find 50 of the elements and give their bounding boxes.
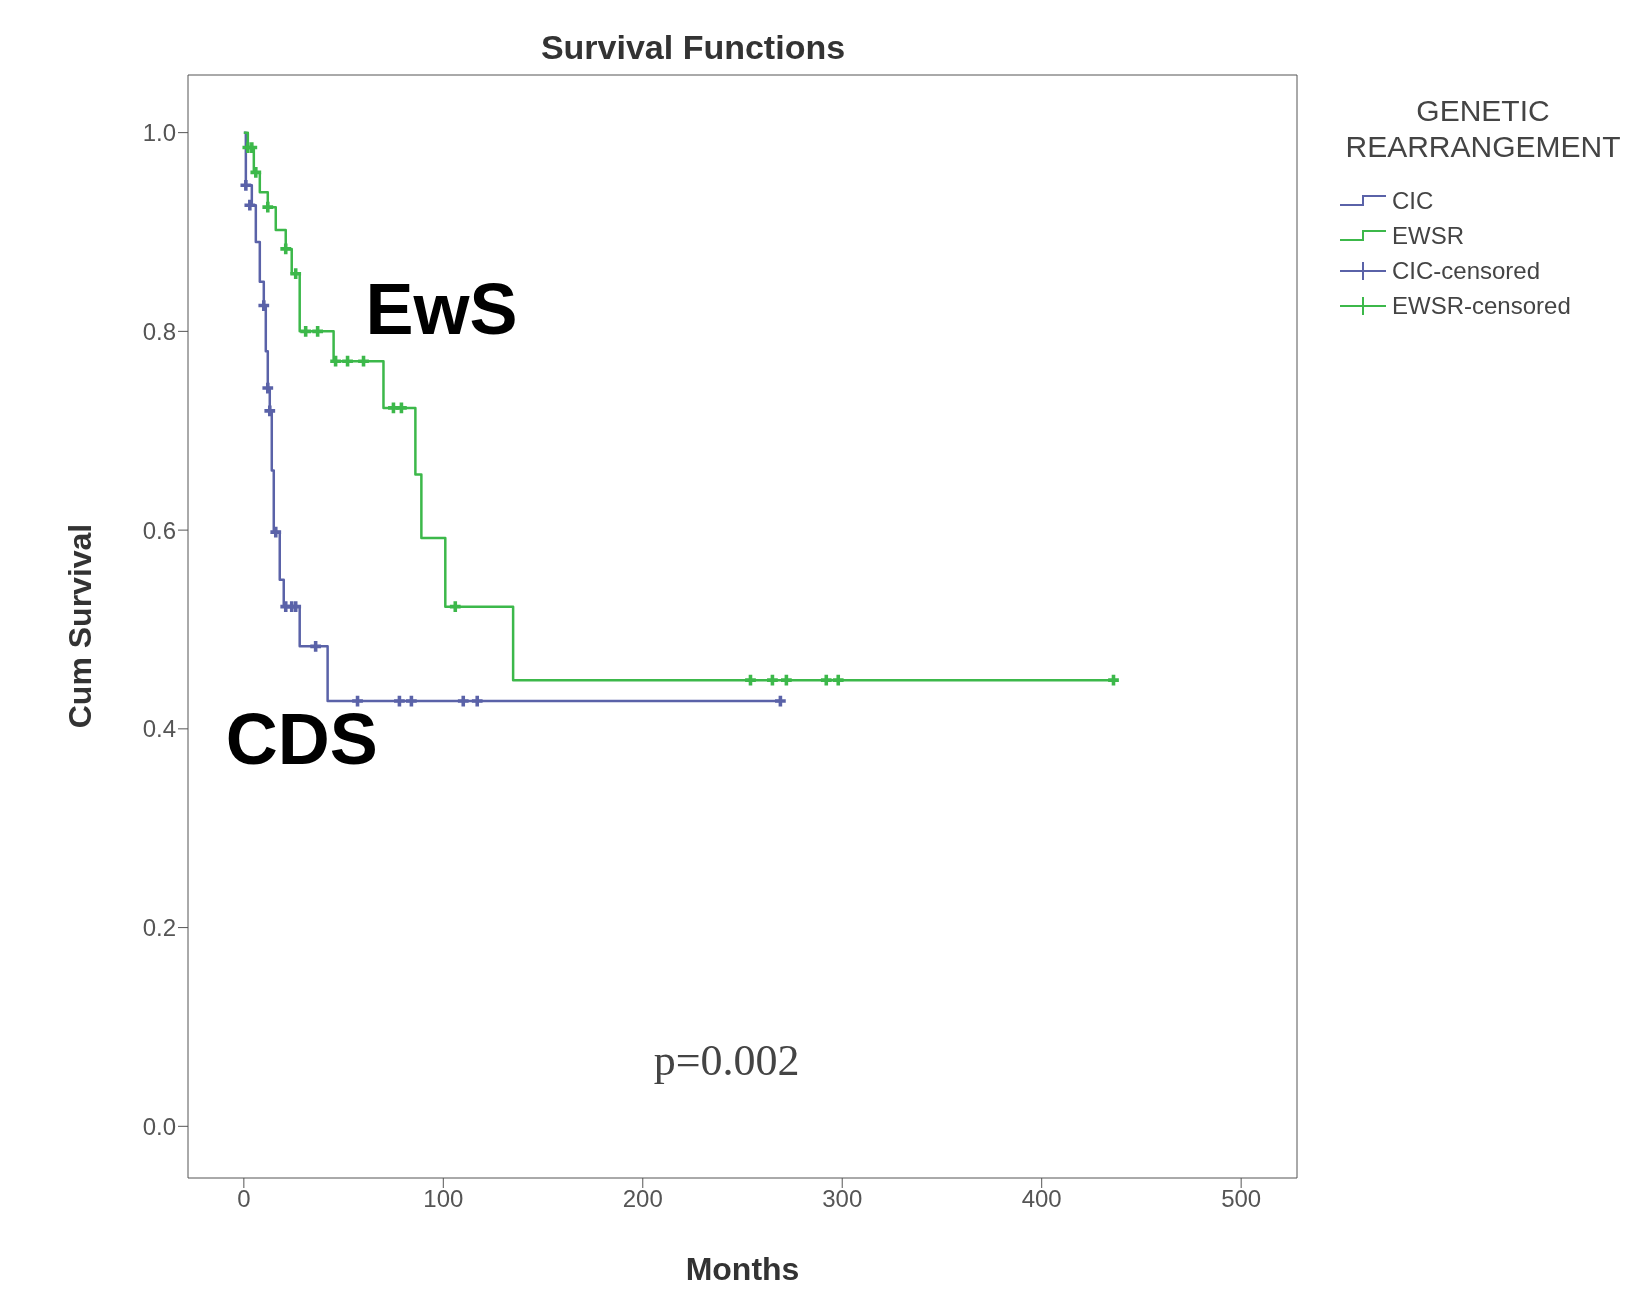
x-tick-label: 300 — [822, 1185, 863, 1213]
point — [457, 695, 469, 707]
y-axis-title: Cum Survival — [61, 523, 99, 728]
point — [775, 695, 786, 707]
point — [1108, 674, 1119, 686]
legend-label: EWSR — [1392, 221, 1464, 250]
point — [342, 355, 353, 367]
chart-title: Survival Functions — [539, 28, 847, 67]
x-tick-label: 200 — [622, 1185, 663, 1213]
y-tick-label: 0.8 — [142, 317, 176, 345]
y-tick-label: 1.0 — [142, 119, 176, 147]
point — [262, 382, 274, 394]
point — [290, 268, 302, 280]
point — [396, 402, 407, 414]
point — [394, 695, 405, 707]
point — [406, 695, 417, 707]
point — [352, 695, 363, 707]
point — [781, 674, 792, 686]
legend-label: EWSR-censored — [1392, 291, 1571, 320]
point — [262, 201, 274, 213]
point — [471, 695, 483, 707]
point — [832, 674, 844, 686]
x-tick-label: 100 — [423, 1185, 464, 1213]
y-tick-label: 0.2 — [142, 914, 176, 942]
point — [280, 243, 292, 255]
point — [264, 405, 276, 417]
y-tick-label: 0.6 — [142, 516, 176, 544]
x-tick-label: 500 — [1221, 1185, 1262, 1213]
annotation: EwS — [365, 268, 518, 349]
x-axis-title: Months — [685, 1251, 800, 1287]
point — [258, 300, 270, 311]
point — [330, 355, 341, 367]
point — [250, 167, 262, 178]
point — [240, 179, 252, 191]
point — [767, 674, 778, 686]
legend-title: GENETIC REARRANGEMENT — [1344, 93, 1622, 165]
point — [358, 355, 369, 367]
legend-label: CIC — [1392, 186, 1434, 215]
annotation: CDS — [225, 698, 378, 779]
y-tick-label: 0.0 — [142, 1112, 176, 1140]
y-tick-label: 0.4 — [142, 715, 176, 743]
x-tick-label: 0 — [237, 1185, 251, 1213]
point — [270, 526, 282, 538]
point — [449, 601, 461, 612]
point — [244, 199, 256, 211]
legend-label: CIC-censored — [1392, 256, 1541, 285]
point — [745, 674, 756, 686]
annotation: p=0.002 — [653, 1036, 800, 1086]
point — [820, 674, 832, 686]
x-tick-label: 400 — [1021, 1185, 1062, 1213]
